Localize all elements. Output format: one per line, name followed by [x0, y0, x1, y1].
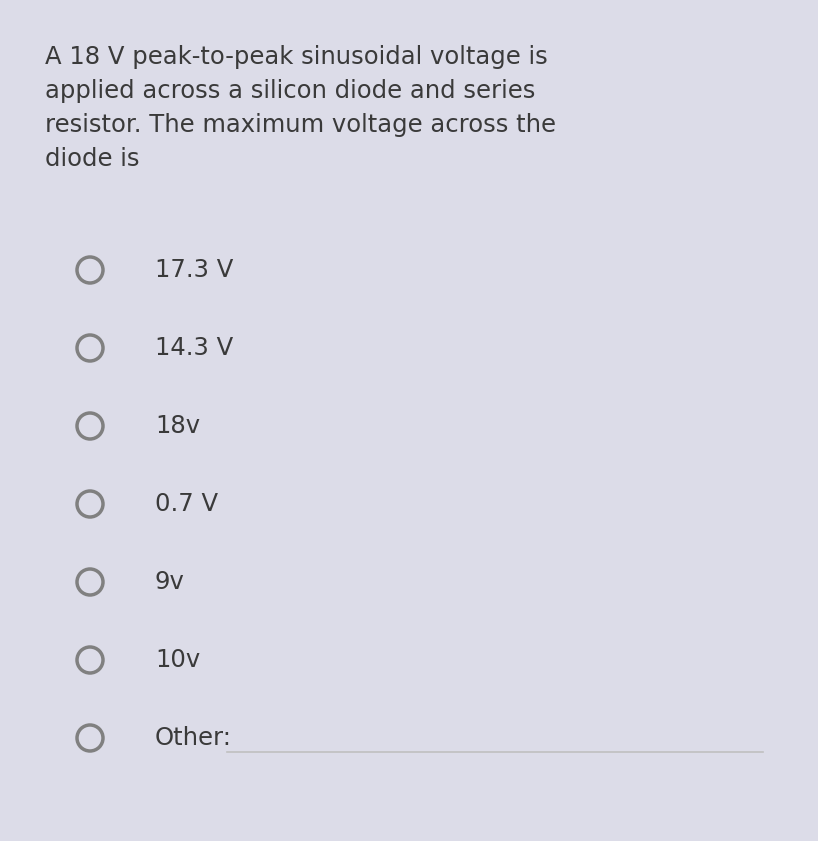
Text: 17.3 V: 17.3 V	[155, 258, 233, 282]
Text: 9v: 9v	[155, 570, 185, 594]
Bar	[0, 0, 45, 841]
Text: 10v: 10v	[155, 648, 200, 672]
Text: resistor. The maximum voltage across the: resistor. The maximum voltage across the	[45, 113, 556, 137]
Text: A 18 V peak-to-peak sinusoidal voltage is: A 18 V peak-to-peak sinusoidal voltage i…	[45, 45, 548, 69]
Text: applied across a silicon diode and series: applied across a silicon diode and serie…	[45, 79, 535, 103]
Bar	[773, 0, 818, 841]
Text: Other:: Other:	[155, 726, 232, 750]
Text: diode is: diode is	[45, 147, 140, 171]
Text: 18v: 18v	[155, 414, 200, 438]
Text: 14.3 V: 14.3 V	[155, 336, 233, 360]
Text: 0.7 V: 0.7 V	[155, 492, 218, 516]
